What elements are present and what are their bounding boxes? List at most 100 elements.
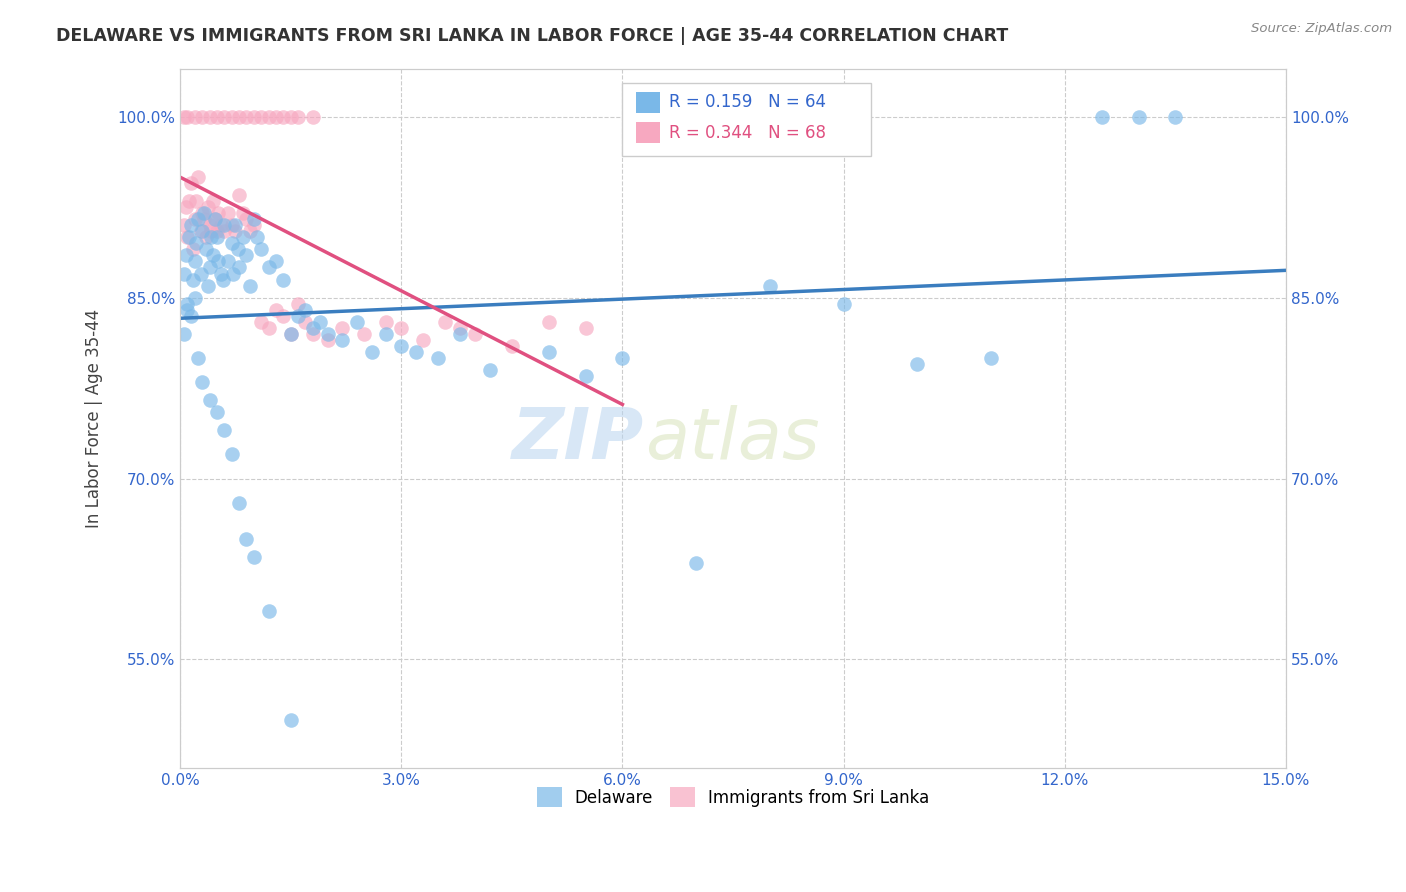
Point	[1091, 110, 1114, 124]
Point	[405, 345, 427, 359]
Point	[257, 110, 280, 124]
Point	[389, 339, 412, 353]
Point	[217, 206, 239, 220]
Point	[375, 315, 398, 329]
Point	[193, 206, 215, 220]
Point	[228, 110, 250, 124]
Point	[235, 110, 257, 124]
Point	[232, 230, 254, 244]
Point	[574, 320, 596, 334]
Point	[464, 326, 486, 341]
Point	[501, 339, 523, 353]
Point	[173, 326, 195, 341]
Point	[209, 219, 232, 233]
Text: DELAWARE VS IMMIGRANTS FROM SRI LANKA IN LABOR FORCE | AGE 35-44 CORRELATION CHA: DELAWARE VS IMMIGRANTS FROM SRI LANKA IN…	[56, 27, 1008, 45]
Point	[250, 243, 273, 257]
Point	[204, 212, 226, 227]
Point	[239, 224, 262, 238]
FancyBboxPatch shape	[636, 92, 659, 112]
Point	[242, 110, 264, 124]
Point	[214, 110, 236, 124]
Point	[205, 224, 228, 238]
Point	[360, 345, 382, 359]
Point	[176, 296, 198, 310]
Point	[478, 363, 501, 377]
Point	[187, 351, 209, 365]
Point	[174, 200, 197, 214]
Point	[224, 224, 246, 238]
Y-axis label: In Labor Force | Age 35-44: In Labor Force | Age 35-44	[86, 309, 103, 528]
Point	[612, 351, 634, 365]
Point	[330, 333, 353, 347]
Point	[184, 110, 207, 124]
Point	[222, 267, 245, 281]
Point	[176, 230, 198, 244]
Point	[294, 302, 316, 317]
Point	[257, 260, 280, 275]
Point	[209, 267, 232, 281]
Point	[375, 326, 398, 341]
Point	[221, 110, 243, 124]
Point	[191, 206, 214, 220]
Point	[239, 278, 262, 293]
Point	[537, 345, 560, 359]
Point	[301, 320, 323, 334]
Point	[191, 110, 214, 124]
Point	[537, 315, 560, 329]
Point	[181, 243, 204, 257]
Point	[287, 309, 309, 323]
Point	[242, 219, 264, 233]
Point	[177, 194, 200, 209]
Point	[184, 291, 207, 305]
Point	[434, 315, 457, 329]
Point	[250, 315, 273, 329]
Point	[187, 212, 209, 227]
Point	[202, 248, 225, 262]
Point	[177, 230, 200, 244]
Text: R = 0.344   N = 68: R = 0.344 N = 68	[669, 124, 825, 142]
Point	[271, 110, 294, 124]
Point	[449, 326, 471, 341]
Point	[280, 326, 302, 341]
Point	[197, 200, 219, 214]
Point	[214, 423, 236, 437]
Point	[190, 224, 212, 238]
Point	[207, 206, 229, 220]
Point	[181, 272, 204, 286]
FancyBboxPatch shape	[623, 82, 872, 156]
Text: atlas: atlas	[644, 405, 820, 474]
Point	[309, 315, 332, 329]
Point	[232, 206, 254, 220]
Point	[280, 326, 302, 341]
Point	[176, 110, 198, 124]
Point	[224, 219, 246, 233]
Point	[221, 219, 243, 233]
Point	[214, 219, 236, 233]
Point	[1128, 110, 1150, 124]
Point	[246, 230, 269, 244]
Point	[180, 176, 202, 190]
Point	[214, 224, 236, 238]
Point	[198, 110, 221, 124]
Point	[685, 556, 707, 570]
Point	[191, 375, 214, 389]
Point	[184, 212, 207, 227]
Point	[242, 212, 264, 227]
Point	[449, 320, 471, 334]
Point	[205, 405, 228, 419]
Point	[207, 254, 229, 268]
Point	[198, 393, 221, 408]
Point	[197, 278, 219, 293]
Point	[184, 254, 207, 268]
Point	[173, 267, 195, 281]
Point	[173, 219, 195, 233]
Point	[1164, 110, 1187, 124]
Point	[221, 236, 243, 251]
Point	[200, 230, 222, 244]
Point	[194, 243, 217, 257]
Point	[235, 248, 257, 262]
Point	[174, 248, 197, 262]
Point	[301, 326, 323, 341]
Point	[353, 326, 375, 341]
Point	[250, 110, 273, 124]
